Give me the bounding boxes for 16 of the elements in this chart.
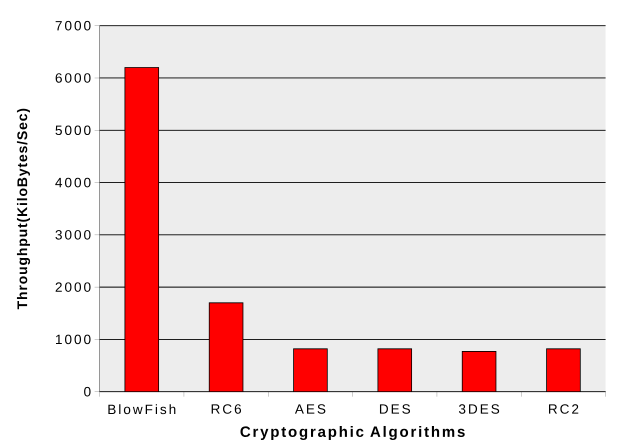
x-tick-label: 3DES [458,404,500,414]
x-tick-label: RC2 [549,404,578,414]
x-tick-label: RC6 [212,404,242,414]
y-tick-label: 4000 [55,178,91,188]
y-tick-label: 0 [84,386,91,396]
x-tick-label: BlowFish [108,404,176,414]
x-tick-label: DES [380,404,410,414]
y-tick-label: 1000 [56,334,91,344]
y-tick-label: 2000 [56,282,91,292]
y-tick-label: 5000 [56,125,91,136]
y-tick-label: 3000 [55,230,91,240]
y-axis-title: Throughput(KiloBytes/Sec) [16,108,30,310]
y-tick-label: 7000 [56,20,91,30]
y-tick-label: 6000 [56,73,91,83]
x-axis-title: Cryptographic Algorithms [240,426,465,440]
x-tick-label: AES [294,404,326,414]
